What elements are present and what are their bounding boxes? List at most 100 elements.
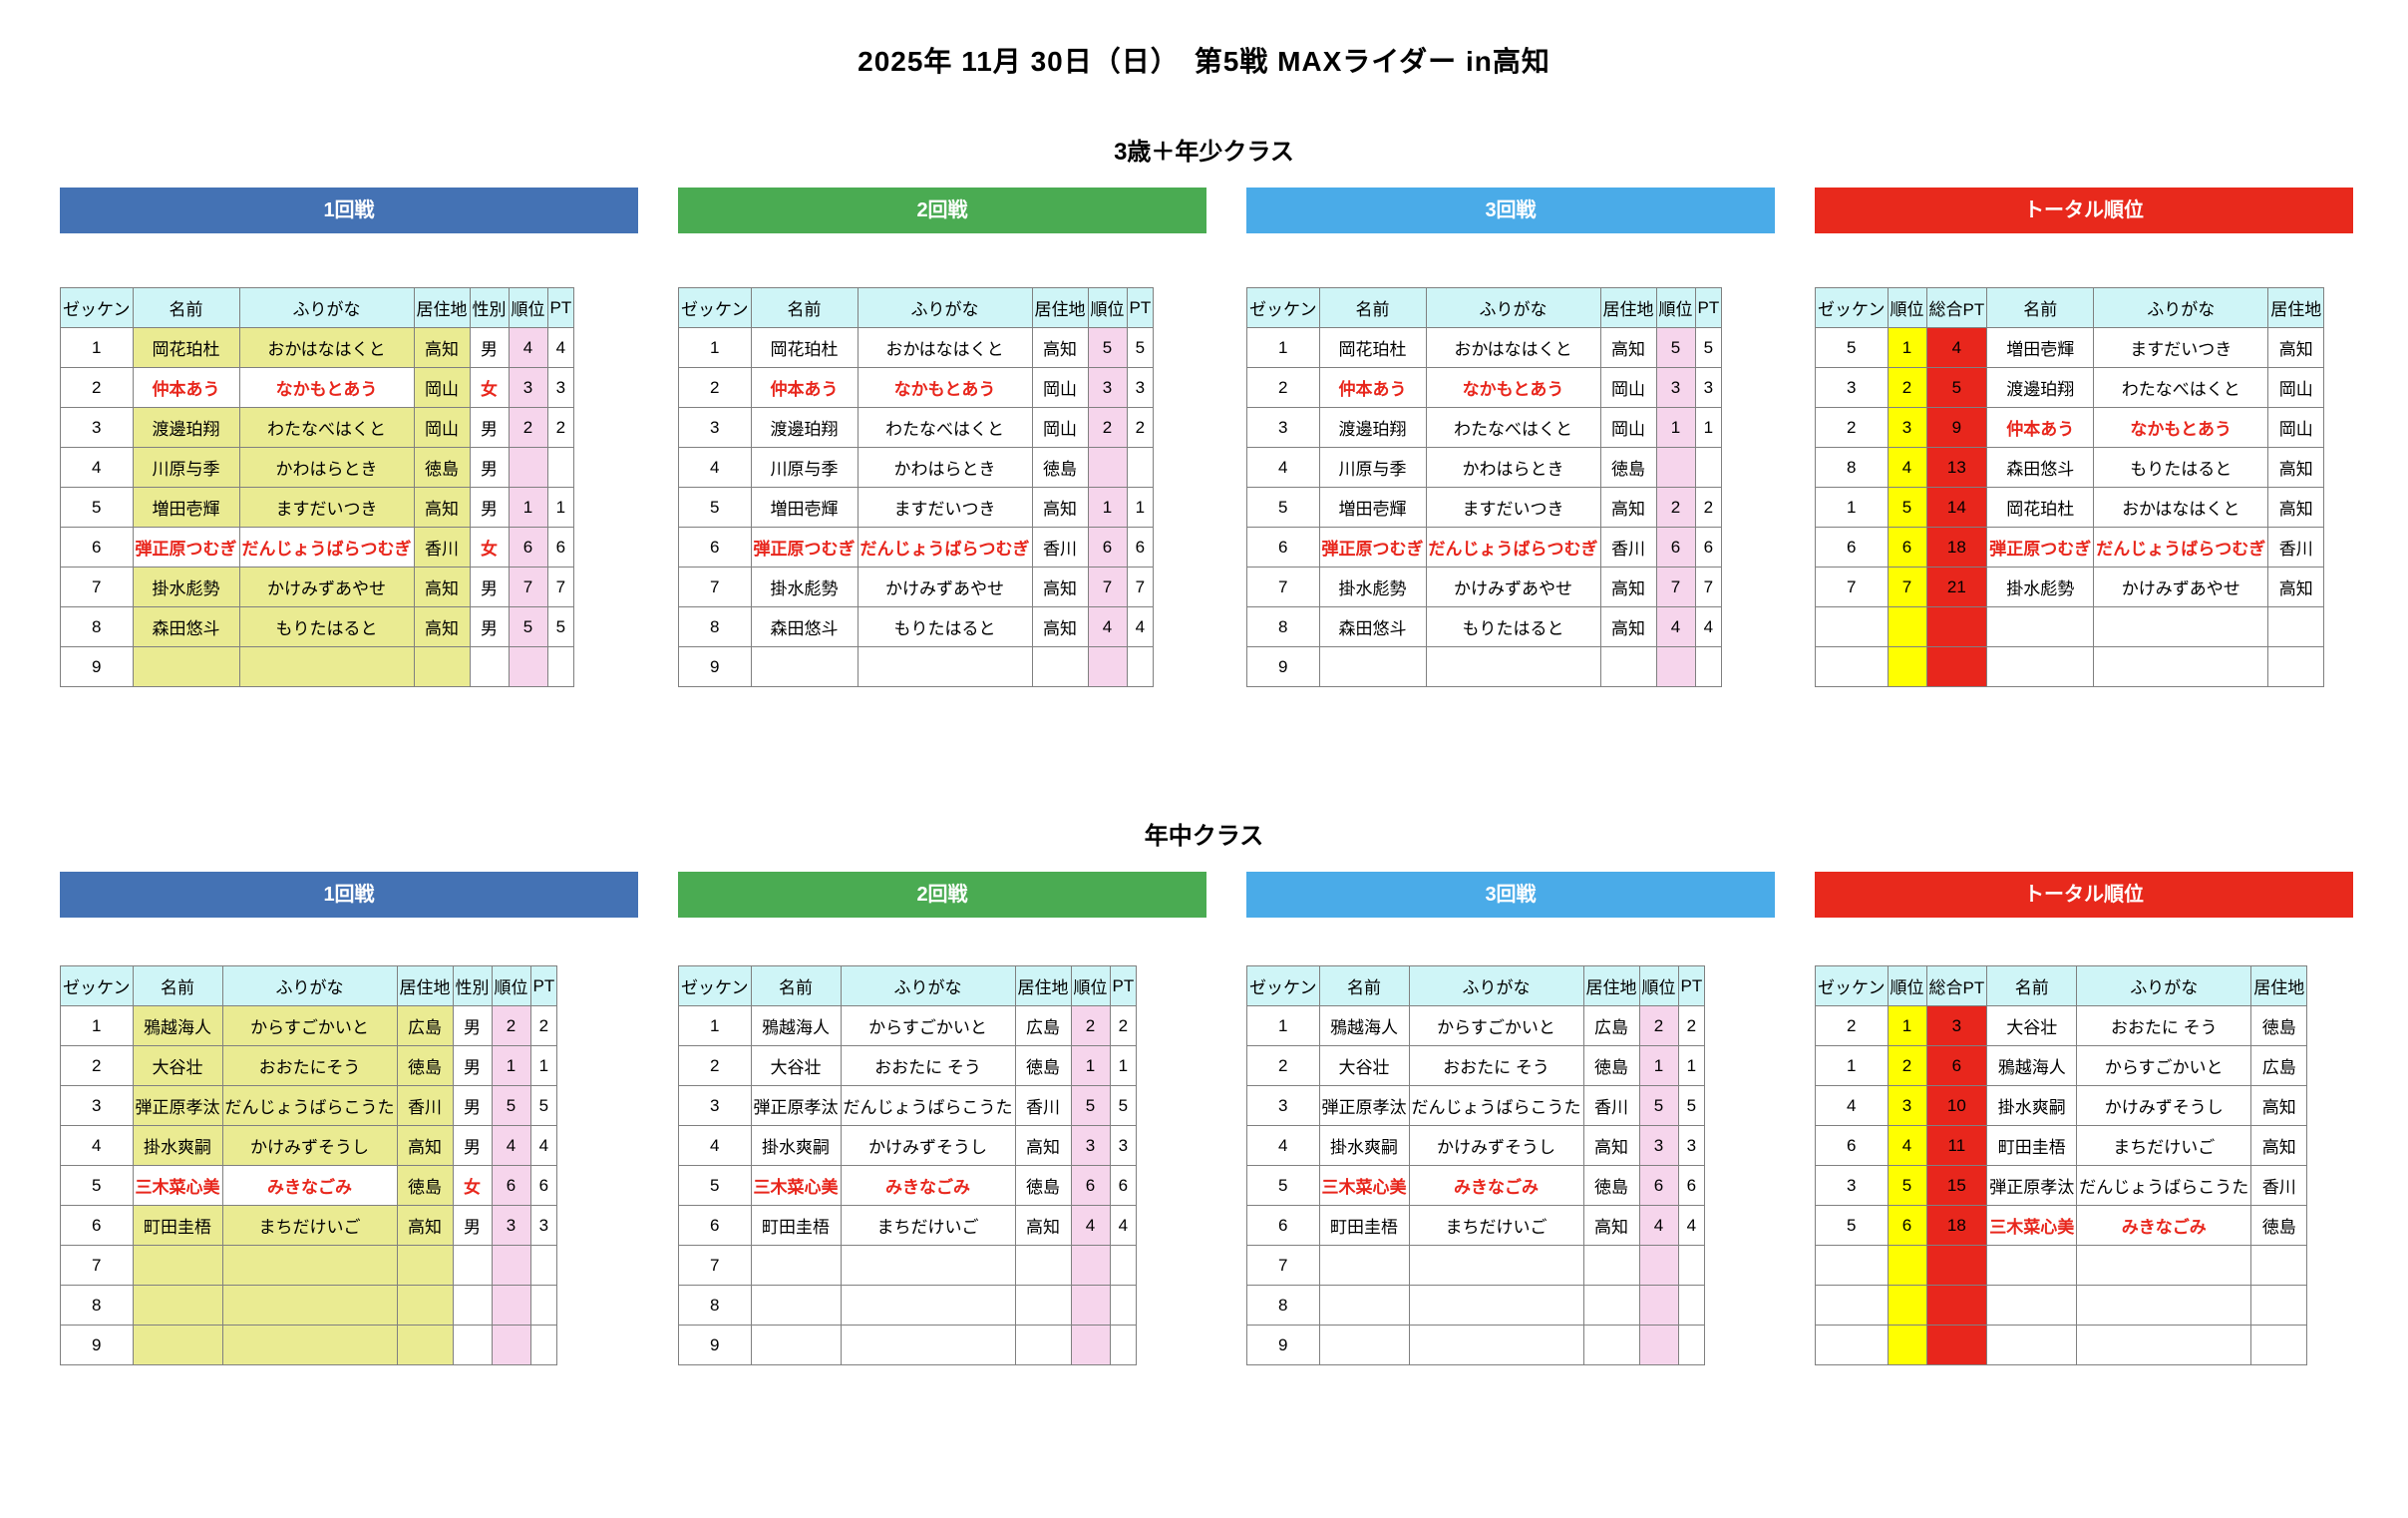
cell-name-text: 増田壱輝 — [152, 500, 220, 519]
cell-residence — [1599, 646, 1657, 687]
cell-residence: 高知 — [2250, 1085, 2308, 1126]
cell-rank: 7 — [508, 567, 548, 607]
cell-furigana-text: みきなごみ — [2121, 1218, 2207, 1237]
cell-rank — [1887, 1285, 1927, 1326]
banner-round3-class1: 3回戦 — [1246, 188, 1775, 233]
cell-bib-text: 4 — [1278, 1135, 1288, 1155]
table-row: 6 町田圭梧 まちだけいご 高知 4 4 — [1246, 1205, 1706, 1246]
cell-furigana: おかはなはくと — [1425, 327, 1601, 368]
cell-name — [750, 1285, 842, 1326]
cell-furigana: なかもとあう — [2093, 407, 2269, 448]
cell-pt: 2 — [529, 1005, 558, 1046]
cell-sex-text: 女 — [481, 380, 498, 399]
col-name: 名前 — [1986, 287, 2095, 328]
cell-residence-text: 高知 — [1611, 619, 1645, 638]
cell-residence-text: 高知 — [2278, 340, 2313, 359]
cell-bib-text: 7 — [92, 576, 102, 596]
cell-furigana: みきなごみ — [221, 1165, 398, 1206]
cell-name-text: 仲本あう — [152, 380, 220, 399]
cell-pt: 4 — [1126, 606, 1155, 647]
cell-name: 町田圭梧 — [1318, 1205, 1410, 1246]
cell-residence-text: 高知 — [408, 1218, 442, 1237]
cell-rank — [1638, 1245, 1679, 1286]
cell-furigana: みきなごみ — [1408, 1165, 1584, 1206]
cell-rank-text: 4 — [506, 1135, 516, 1155]
cell-pt-text: 6 — [1703, 537, 1714, 557]
col-rank: 順位 — [1087, 287, 1128, 328]
banner-round1-class1: 1回戦 — [60, 188, 638, 233]
cell-rank — [1887, 606, 1927, 647]
cell-rank-text: 5 — [1102, 337, 1113, 357]
cell-bib: 9 — [678, 646, 752, 687]
cell-rank-text: 3 — [1901, 417, 1912, 437]
cell-residence-text: 高知 — [425, 619, 459, 638]
cell-name — [1986, 646, 2095, 687]
cell-furigana-text: わたなべはくと — [885, 420, 1004, 439]
cell-bib-text: 8 — [1278, 616, 1288, 636]
cell-residence-text: 香川 — [1594, 1098, 1628, 1117]
cell-residence: 高知 — [1031, 487, 1089, 528]
cell-name: 町田圭梧 — [1986, 1125, 2078, 1166]
cell-bib: 1 — [678, 327, 752, 368]
table-row: 9 — [1246, 1325, 1706, 1365]
class-title-1: 3歳＋年少クラス — [1114, 139, 1294, 166]
table-header-row: ゼッケン 順位 総合PT 名前 ふりがな 居住地 — [1815, 287, 2325, 328]
cell-bib-text: 6 — [1278, 1215, 1288, 1235]
cell-furigana: みきなごみ — [840, 1165, 1016, 1206]
cell-pt: 7 — [1126, 567, 1155, 607]
cell-bib: 2 — [1246, 1045, 1320, 1086]
banner-round2-class1: 2回戦 — [678, 188, 1206, 233]
cell-bib: 3 — [1815, 1165, 1889, 1206]
cell-pt-text: 1 — [538, 1055, 549, 1075]
cell-name-text: 鴉越海人 — [1997, 1058, 2066, 1077]
cell-rank: 2 — [1070, 1005, 1111, 1046]
cell-name: 掛水彪勢 — [1986, 567, 2095, 607]
cell-rank: 4 — [508, 327, 548, 368]
cell-bib: 1 — [60, 327, 134, 368]
cell-name-text: 弾正原孝汰 — [1321, 1098, 1407, 1117]
cell-pt: 1 — [1677, 1045, 1706, 1086]
cell-pt-text: 1 — [1686, 1055, 1697, 1075]
table-row: 9 — [678, 646, 1155, 687]
cell-furigana — [1425, 646, 1601, 687]
cell-bib-text: 6 — [92, 1215, 102, 1235]
cell-name-text: 大谷壮 — [2006, 1018, 2058, 1037]
cell-bib-text: 5 — [1847, 337, 1857, 357]
cell-name: 鴉越海人 — [1986, 1045, 2078, 1086]
cell-furigana: まちだけいご — [1408, 1205, 1584, 1246]
cell-rank: 6 — [1655, 527, 1696, 568]
cell-residence-text: 高知 — [2261, 1138, 2296, 1157]
cell-bib-text: 9 — [710, 656, 720, 676]
cell-bib: 8 — [1815, 447, 1889, 488]
cell-furigana: ますだいつき — [857, 487, 1033, 528]
banner-total-class1: トータル順位 — [1815, 188, 2353, 233]
cell-name — [750, 646, 859, 687]
cell-rank: 1 — [1070, 1045, 1111, 1086]
cell-residence — [2267, 606, 2325, 647]
table-row — [1815, 1285, 2308, 1326]
cell-bib: 8 — [1246, 1285, 1320, 1326]
cell-furigana-text: もりたはると — [1462, 619, 1564, 638]
cell-rank: 1 — [1638, 1045, 1679, 1086]
table-round3-class1: ゼッケン 名前 ふりがな 居住地 順位 PT 1 岡花珀杜 おかはなはくと 高知 5 5 2… — [1246, 287, 1723, 687]
cell-name-text: 増田壱輝 — [2006, 340, 2075, 359]
cell-rank-text: 7 — [522, 576, 533, 596]
col-name: 名前 — [132, 287, 240, 328]
table-row: 8 — [1246, 1285, 1706, 1326]
cell-residence-text: 岡山 — [425, 420, 459, 439]
cell-bib: 4 — [60, 447, 134, 488]
cell-furigana-text: なかもとあう — [275, 380, 378, 399]
cell-bib-text: 5 — [710, 497, 720, 517]
table-row: 2 1 3 大谷壮 おおたに そう 徳島 — [1815, 1005, 2308, 1046]
cell-bib: 2 — [60, 1045, 134, 1086]
cell-furigana: からすごかいと — [221, 1005, 398, 1046]
cell-bib-text: 8 — [710, 1295, 720, 1315]
cell-name: 弾正原孝汰 — [132, 1085, 223, 1126]
cell-pt: 6 — [546, 527, 575, 568]
cell-residence: 高知 — [2267, 327, 2325, 368]
cell-name: 岡花珀杜 — [750, 327, 859, 368]
table-round2-class2: ゼッケン 名前 ふりがな 居住地 順位 PT 1 鴉越海人 からすごかいと 広島 2 2 2… — [678, 965, 1138, 1365]
cell-residence-text: 徳島 — [1043, 460, 1077, 479]
cell-pt — [1694, 447, 1723, 488]
cell-bib-text: 8 — [710, 616, 720, 636]
